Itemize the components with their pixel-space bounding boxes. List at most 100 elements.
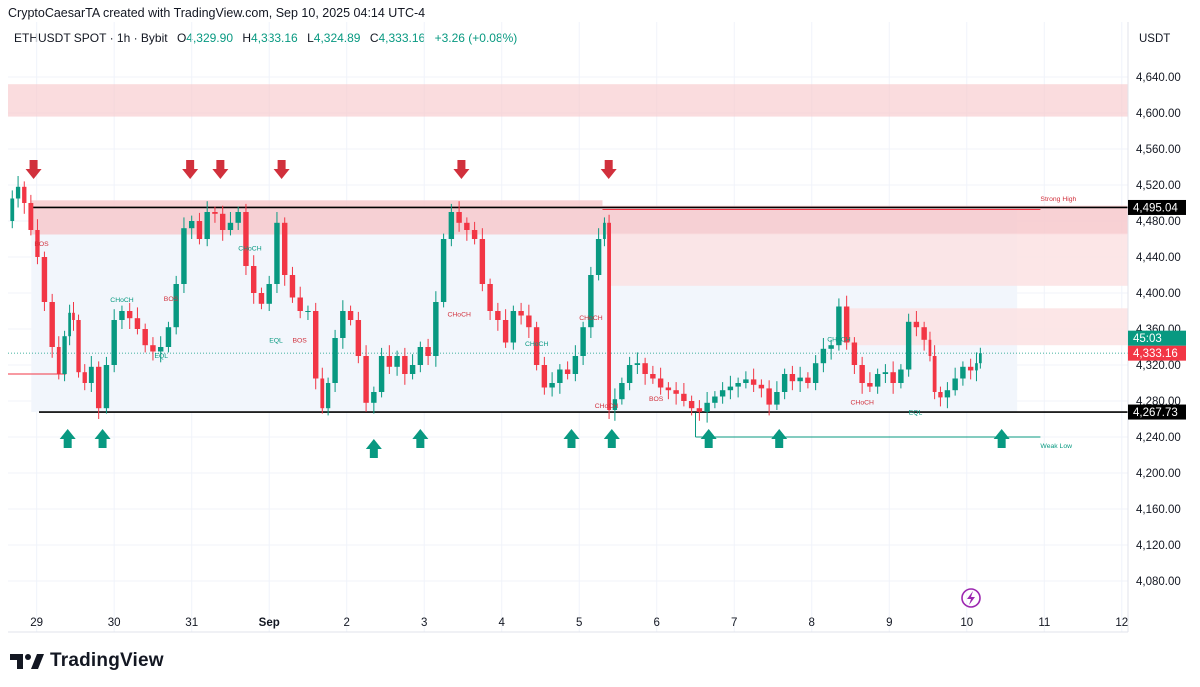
y-tick-label: 4,560.00 [1136,144,1181,156]
candle-body [22,186,27,203]
supply-zone [8,84,1128,117]
candle-body [952,378,958,391]
up-arrow-icon [412,429,429,448]
candle-body [502,320,509,343]
up-arrow-icon [59,429,76,448]
candle-body [386,356,393,367]
candle-body [111,320,117,365]
up-arrow-icon [94,429,111,448]
candle-body [297,297,303,311]
candle-body [843,306,850,343]
candle-body [150,345,156,352]
y-tick-label: 4,480.00 [1136,216,1181,228]
candle-body [41,257,48,302]
candle-body [82,372,87,383]
candle-body [944,390,951,398]
y-tick-label: 4,320.00 [1136,360,1181,372]
supply-zone [844,308,1128,346]
annotation-label: CHoCH [595,403,619,410]
flash-icon[interactable] [961,588,981,608]
candle-body [347,311,354,320]
down-arrow-icon [25,160,42,179]
candle-body [905,321,912,370]
down-arrow-icon [273,160,290,179]
high-key: H [242,31,252,45]
candle-body [510,311,517,343]
down-arrow-icon [182,160,199,179]
candle-body [673,390,679,394]
candle-body [266,284,272,304]
candle-body [103,365,110,409]
candle-body [805,377,811,383]
y-tick-label: 4,120.00 [1136,540,1181,552]
candle-body [363,356,369,403]
down-arrow-icon [212,160,229,179]
candle-body [890,372,896,383]
candle-body [464,222,470,230]
annotation-label: BOS [164,296,179,303]
x-tick-label: 30 [108,617,121,629]
candle-body [479,239,486,284]
candle-body [495,311,501,320]
candle-body [173,284,179,328]
candle-body [258,293,265,304]
candle-body [72,312,75,320]
supply-zones [8,84,1128,413]
candle-body [603,222,606,239]
current-price-tag: 4,333.16 [1133,348,1178,360]
candle-body [157,347,164,352]
candle-body [533,327,540,365]
up-arrow-icon [771,429,788,448]
candle-body [212,212,218,214]
candle-body [274,222,280,284]
candle-body [975,363,978,371]
y-tick-label: 4,240.00 [1136,432,1181,444]
y-tick-label: 4,440.00 [1136,252,1181,264]
candle-body [281,222,288,275]
annotation-label: CHoCH [447,311,471,318]
candle-body [440,239,447,302]
candle-body [289,275,296,298]
candle-body [828,345,834,349]
x-tick-label: 6 [654,617,660,629]
candle-body [836,306,842,346]
x-tick-label: 29 [30,617,43,629]
candle-body [727,386,734,391]
candle-body [712,396,718,403]
x-tick-label: 9 [886,617,892,629]
candle-body [76,320,81,373]
candle-body [619,383,625,400]
tradingview-logo[interactable]: TradingView [10,650,164,672]
candle-body [28,203,34,230]
candle-body [960,366,966,379]
candle-body [425,347,431,356]
currency-label[interactable]: USDT [1139,33,1171,45]
candle-body [750,379,757,385]
candle-body [312,311,319,379]
candle-body [626,365,633,383]
annotation-label: BOS [292,338,307,345]
annotation-label: CHoCH [851,400,875,407]
candle-body [95,366,102,409]
annotation-label: Weak Low [1040,443,1072,450]
candle-body [549,383,555,388]
up-arrow-icon [603,429,620,448]
candle-body [735,383,741,387]
x-tick-label: Sep [259,617,280,629]
range-low-tag: 4,267.73 [1133,407,1178,419]
candle-body [797,377,803,382]
low-value: 4,324.89 [313,31,361,45]
candle-body [35,230,40,257]
x-tick-label: 4 [499,617,506,629]
candle-body [487,284,493,311]
symbol-label[interactable]: ETHUSDT SPOT · 1h · Bybit [14,31,168,45]
annotations: Strong High Weak Low BOS CHoCH BOS EQL CHoCH EQ… [34,196,1076,450]
down-arrow-icon [453,160,470,179]
candle-body [188,221,195,229]
annotation-label: CHoCH [238,246,262,253]
candle-body [665,387,672,391]
candle-body [62,336,67,374]
annotation-label: CHoCH [827,337,851,344]
